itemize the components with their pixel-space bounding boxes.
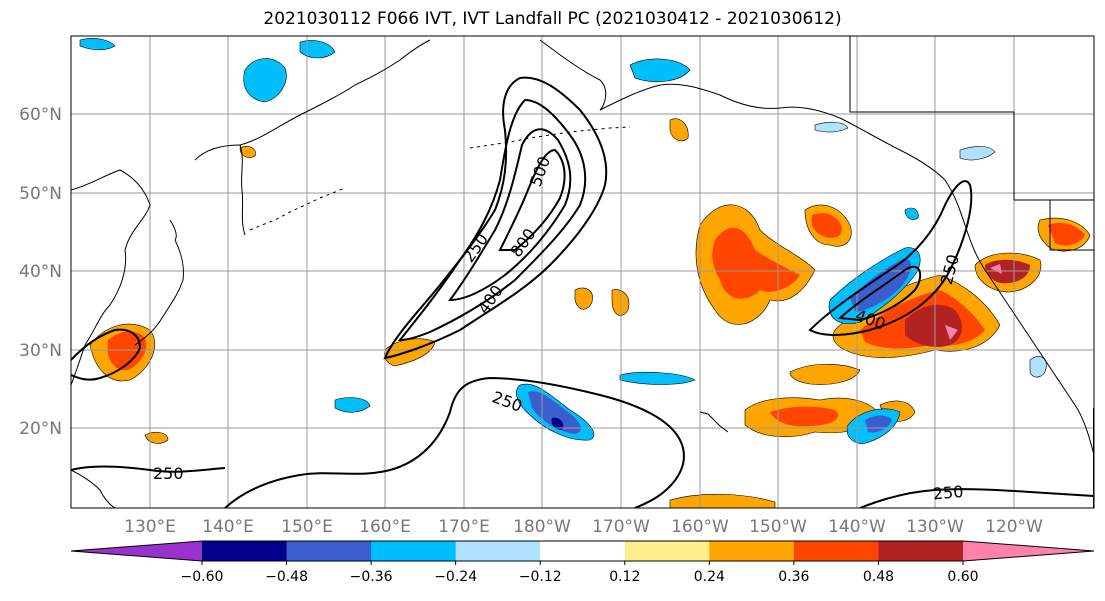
colorbar-segment bbox=[371, 541, 457, 561]
map-frame bbox=[70, 35, 1095, 509]
colorbar-tick-label: −0.24 bbox=[434, 569, 477, 585]
lon-label: 130°E bbox=[124, 517, 176, 537]
lon-label: 180°W bbox=[513, 517, 571, 537]
negative-anomaly-region bbox=[528, 391, 581, 434]
negative-anomaly-region bbox=[1029, 356, 1047, 378]
colorbar-extend-high bbox=[963, 541, 1094, 561]
lat-label: 60°N bbox=[19, 105, 62, 125]
longitude-labels: 130°E 140°E 150°E 160°E 170°E 180°W 170°… bbox=[124, 517, 1043, 537]
negative-anomaly-region bbox=[334, 397, 371, 413]
negative-anomaly-region bbox=[551, 417, 564, 430]
colorbar-tick-label: 0.24 bbox=[694, 569, 725, 585]
contour-label: 250 bbox=[932, 482, 964, 504]
lon-label: 140°W bbox=[828, 517, 886, 537]
positive-anomaly-region bbox=[789, 363, 861, 385]
lon-label: 150°W bbox=[749, 517, 807, 537]
colorbar-segment bbox=[793, 541, 879, 561]
positive-anomaly-region bbox=[770, 406, 839, 427]
colorbar-tick-label: −0.36 bbox=[350, 569, 393, 585]
negative-anomaly-region bbox=[629, 58, 691, 83]
positive-anomaly-region bbox=[107, 331, 147, 371]
colorbar-tick-label: −0.12 bbox=[519, 569, 562, 585]
map-title: 2021030112 F066 IVT, IVT Landfall PC (20… bbox=[263, 9, 842, 29]
colorbar-segment bbox=[624, 541, 710, 561]
colorbar-segment bbox=[202, 541, 288, 561]
colorbar-tick-label: −0.60 bbox=[181, 569, 224, 585]
colorbar-segment bbox=[878, 541, 964, 561]
positive-anomaly-region bbox=[669, 493, 776, 508]
lon-label: 150°E bbox=[281, 517, 333, 537]
colorbar-tick-label: 0.48 bbox=[863, 569, 894, 585]
colorbar-segment bbox=[455, 541, 541, 561]
positive-anomaly-region bbox=[669, 118, 689, 142]
map-area: 250 400 500 800 250 250 400 250 250 bbox=[71, 36, 1094, 508]
lon-label: 170°E bbox=[438, 517, 490, 537]
colorbar-segment bbox=[709, 541, 795, 561]
negative-anomaly-region bbox=[619, 371, 696, 385]
positive-anomaly-region bbox=[574, 287, 593, 310]
colorbar-extend-low bbox=[71, 541, 202, 561]
colorbar-segment bbox=[286, 541, 372, 561]
nc-shading bbox=[79, 38, 1047, 445]
negative-anomaly-region bbox=[79, 38, 116, 51]
contour-label: 250 bbox=[153, 464, 184, 483]
coastlines bbox=[71, 36, 1094, 508]
colorbar-tick-label: 0.60 bbox=[947, 569, 978, 585]
lon-label: 160°E bbox=[359, 517, 411, 537]
pc-shading bbox=[89, 118, 1091, 508]
lon-label: 130°W bbox=[906, 517, 964, 537]
negative-anomaly-region bbox=[814, 121, 849, 133]
lat-label: 20°N bbox=[19, 419, 62, 439]
positive-anomaly-region bbox=[1048, 223, 1085, 246]
lat-label: 30°N bbox=[19, 341, 62, 361]
negative-anomaly-region bbox=[243, 58, 287, 103]
lon-label: 140°E bbox=[202, 517, 254, 537]
ivt-contours bbox=[71, 76, 1094, 508]
colorbar: −0.60 −0.48 −0.36 −0.24 −0.12 0.12 0.24 0.36 0.4… bbox=[70, 540, 1095, 585]
colorbar-tick-label: 0.12 bbox=[609, 569, 640, 585]
lon-label: 120°W bbox=[985, 517, 1043, 537]
colorbar-segment bbox=[540, 541, 626, 561]
latitude-labels: 60°N 50°N 40°N 30°N 20°N bbox=[19, 105, 62, 439]
positive-anomaly-region bbox=[905, 304, 962, 347]
positive-anomaly-region bbox=[945, 325, 958, 340]
lat-label: 40°N bbox=[19, 262, 62, 282]
colorbar-tick-label: 0.36 bbox=[778, 569, 809, 585]
positive-anomaly-region bbox=[811, 213, 842, 238]
colorbar-tick-label: −0.48 bbox=[265, 569, 308, 585]
lat-label: 50°N bbox=[19, 184, 62, 204]
negative-anomaly-region bbox=[904, 207, 919, 220]
negative-anomaly-region bbox=[959, 146, 996, 161]
negative-anomaly-region bbox=[299, 40, 336, 59]
lon-label: 160°W bbox=[671, 517, 729, 537]
lon-label: 170°W bbox=[592, 517, 650, 537]
